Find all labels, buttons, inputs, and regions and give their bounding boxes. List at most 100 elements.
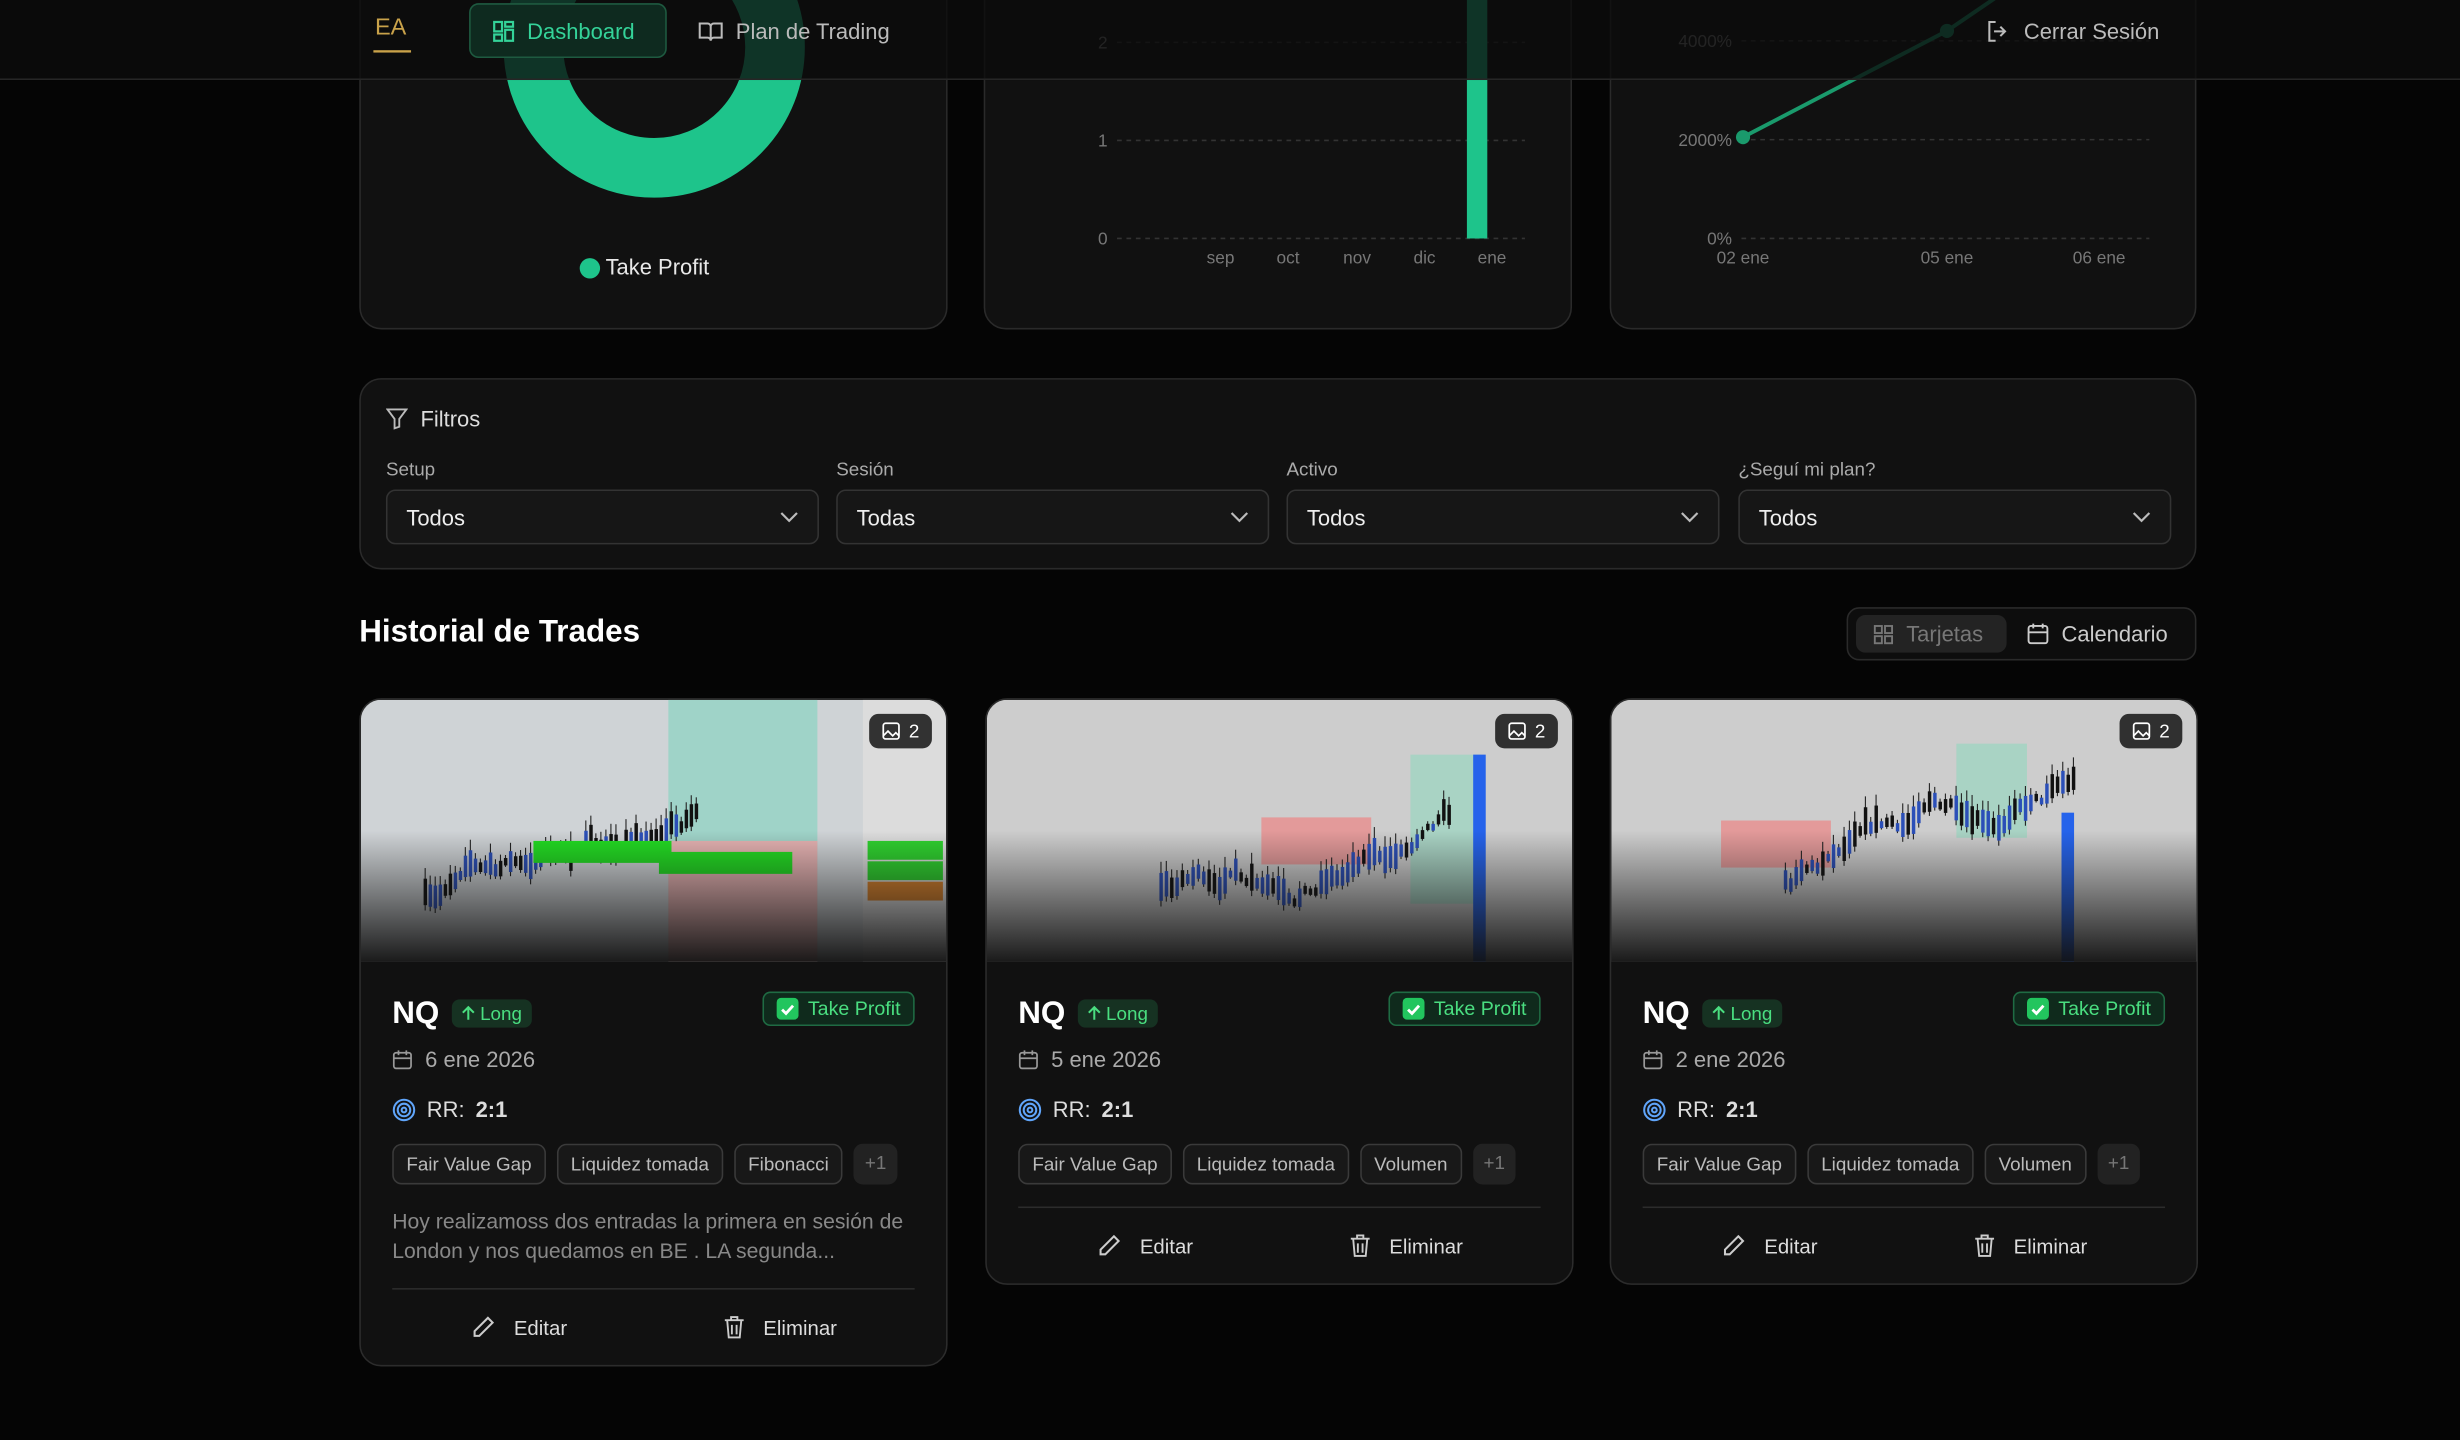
- actions: Editar Eliminar: [1643, 1208, 2165, 1283]
- direction-label: Long: [1106, 1002, 1148, 1025]
- navbar: EA Dashboard Plan de Trading Cerrar Sesi…: [0, 0, 2460, 81]
- nav-plan[interactable]: Plan de Trading: [676, 3, 911, 58]
- card-header: NQ Long Take Profit: [1018, 990, 1541, 1037]
- icon: [1350, 1234, 1369, 1257]
- trade-image: [360, 699, 947, 962]
- edit-button[interactable]: Editar: [470, 1315, 567, 1340]
- filter-select[interactable]: Todas: [836, 489, 1270, 545]
- x-tick-label: sep: [1207, 248, 1235, 268]
- tag: Volumen: [1984, 1143, 2086, 1185]
- chevron: [2132, 511, 2151, 522]
- tag: Fair Value Gap: [1642, 1143, 1797, 1185]
- result-label: Take Profit: [2058, 997, 2151, 1019]
- date-label: 2 ene 2026: [1675, 1046, 1786, 1072]
- direction: Long: [1077, 999, 1158, 1028]
- tags: Fair Value Gap Liquidez tomada Fibonacci +1: [392, 1143, 914, 1185]
- delete-label: Eliminar: [763, 1315, 837, 1340]
- legend-dot: [579, 258, 601, 279]
- icon: [1988, 20, 2007, 42]
- rr-value: 2:1: [1725, 1096, 1758, 1122]
- result-label: Take Profit: [1433, 997, 1527, 1019]
- image-count: 2: [869, 713, 932, 749]
- chevron: [1681, 511, 1699, 522]
- check-icon: [1402, 997, 1425, 1019]
- x-tick-label: 06 ene: [2073, 248, 2126, 268]
- tag: Liquidez tomada: [556, 1143, 724, 1185]
- trade-card[interactable]: 2 NQ Long Take Profit 6 ene 2026 RR: 2:1 F…: [359, 698, 948, 1367]
- edit-label: Editar: [1764, 1233, 1818, 1258]
- delete-button[interactable]: Eliminar: [1348, 1233, 1463, 1258]
- date: 2 ene 2026: [1643, 1046, 2165, 1072]
- y-tick-label: 0: [1098, 229, 1108, 249]
- trade-card[interactable]: 2 NQ Long Take Profit 2 ene 2026 RR: 2:1 F…: [1609, 698, 2199, 1285]
- icon: [698, 21, 723, 41]
- icon: [1018, 1049, 1038, 1069]
- view-toggle: Tarjetas Calendario: [1846, 607, 2197, 661]
- more-tags: +1: [1472, 1143, 1516, 1185]
- icon: [462, 1005, 475, 1020]
- trade-thumb: 2: [360, 699, 947, 962]
- edit-button[interactable]: Editar: [1096, 1233, 1193, 1258]
- nav-label: Plan de Trading: [735, 18, 890, 44]
- card-header: NQ Long Take Profit: [1643, 990, 2166, 1037]
- result: Take Profit: [762, 990, 915, 1026]
- chevron: [1230, 511, 1249, 522]
- tag: Fibonacci: [734, 1143, 843, 1185]
- icon: [1088, 1005, 1101, 1020]
- delete-button[interactable]: Eliminar: [1973, 1233, 2087, 1258]
- trade-thumb: 2: [986, 699, 1573, 962]
- divider: [1018, 1206, 1541, 1209]
- y-tick-label: 1: [1098, 131, 1108, 151]
- symbol: NQ: [392, 995, 440, 1030]
- rr-label: RR:: [1677, 1096, 1715, 1122]
- tag: Fair Value Gap: [392, 1143, 546, 1185]
- image-count: 2: [2120, 713, 2183, 749]
- filter-select[interactable]: Todos: [385, 489, 819, 545]
- filter-value: Todos: [406, 504, 465, 530]
- tags: Fair Value Gap Liquidez tomada Volumen +1: [1642, 1143, 2165, 1185]
- date-label: 5 ene 2026: [1051, 1046, 1162, 1072]
- edit-button[interactable]: Editar: [1720, 1233, 1818, 1258]
- nav-dashboard[interactable]: Dashboard: [469, 3, 667, 59]
- logout[interactable]: Cerrar Sesión: [1964, 3, 2181, 58]
- trade-card[interactable]: 2 NQ Long Take Profit 5 ene 2026 RR: 2:1 F…: [985, 698, 1574, 1285]
- legend-label: Take Profit: [606, 255, 710, 280]
- delete-label: Eliminar: [2013, 1233, 2088, 1258]
- filter-label: ¿Seguí mi plan?: [1738, 458, 1876, 481]
- filter-value: Todos: [1306, 504, 1366, 530]
- rr-value: 2:1: [475, 1096, 508, 1122]
- actions: Editar Eliminar: [1018, 1208, 1540, 1283]
- rr: RR: 2:1: [1643, 1097, 2165, 1122]
- rr: RR: 2:1: [392, 1097, 914, 1122]
- filter-select[interactable]: Todos: [1738, 489, 2172, 545]
- icon: [882, 722, 901, 740]
- card-body: NQ Long Take Profit 5 ene 2026 RR: 2:1 Fai…: [987, 962, 1572, 1284]
- x-tick-label: dic: [1414, 248, 1436, 268]
- tags: Fair Value Gap Liquidez tomada Volumen +1: [1018, 1143, 1540, 1185]
- more-tags: +1: [853, 1143, 898, 1185]
- y-tick-label: 0%: [1707, 229, 1732, 249]
- rr-label: RR:: [1052, 1096, 1091, 1122]
- view-cards[interactable]: Tarjetas: [1855, 615, 2007, 653]
- logo: EA: [373, 14, 412, 53]
- view-calendar[interactable]: Calendario: [2027, 615, 2168, 653]
- more-tags: +1: [2096, 1143, 2141, 1185]
- result: Take Profit: [1388, 990, 1541, 1026]
- delete-button[interactable]: Eliminar: [722, 1315, 837, 1340]
- x-tick-label: 05 ene: [1921, 248, 1974, 268]
- direction-label: Long: [480, 1002, 522, 1025]
- delete-label: Eliminar: [1389, 1233, 1463, 1258]
- date: 6 ene 2026: [392, 1046, 914, 1072]
- tag: Fair Value Gap: [1018, 1143, 1172, 1185]
- image-count-value: 2: [1534, 720, 1546, 743]
- symbol-group: NQ Long: [392, 995, 532, 1031]
- filter-select[interactable]: Todos: [1286, 489, 1720, 545]
- edit-label: Editar: [513, 1315, 568, 1340]
- logout-label: Cerrar Sesión: [2023, 18, 2160, 44]
- tag: Liquidez tomada: [1807, 1143, 1974, 1185]
- trade-image: [1611, 699, 2197, 962]
- x-tick-label: oct: [1277, 248, 1300, 268]
- view-label: Calendario: [2061, 621, 2168, 647]
